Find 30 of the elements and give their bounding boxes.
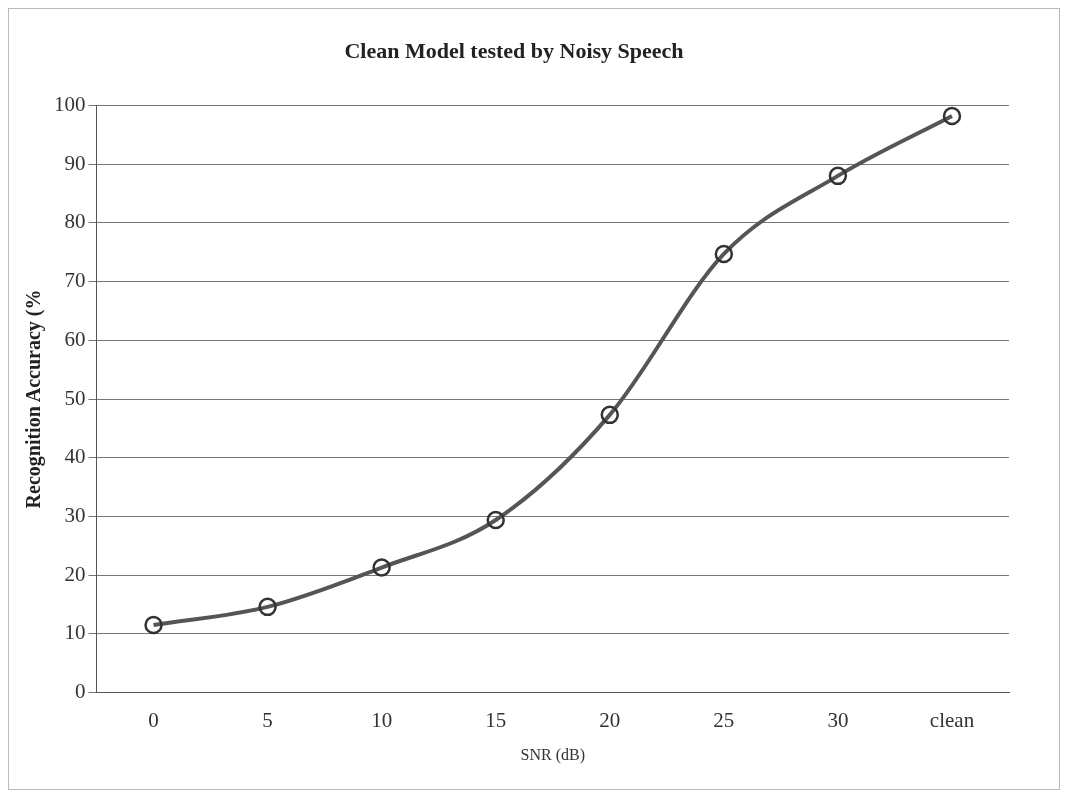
point [486,510,505,530]
x-tick-label: 25 [713,707,735,732]
point [714,244,734,264]
y-tick-label: 80 [64,209,86,234]
x-tick-label: 5 [262,707,273,732]
y-tick-label: 60 [64,326,86,351]
point [942,106,962,126]
y-tick-label: 100 [54,91,86,116]
x-tick-label: 10 [371,707,393,732]
y-tick-label: 40 [64,444,86,469]
y-tick-label: 0 [75,679,86,704]
x-tick-label: clean [929,707,975,732]
x-tick-label: 20 [599,707,621,732]
point [828,166,848,186]
point [372,558,391,577]
x-tick-label: 15 [485,707,507,732]
y-tick-label: 70 [64,268,86,293]
point [144,615,163,635]
y-tick-label: 90 [64,150,86,175]
point [600,405,620,425]
chart-title: Clean Model tested by Noisy Speech [344,37,684,63]
x-tick-label: 0 [148,707,159,732]
y-tick-label: 20 [64,561,86,586]
y-tick-label: 10 [64,620,86,645]
x-axis-title: SNR (dB) [520,745,585,764]
y-axis-title: Recognition Accuracy (% [22,289,46,509]
point [258,597,277,617]
y-tick-label: 50 [64,385,86,410]
y-tick-label: 30 [64,502,86,527]
x-tick-label: 30 [827,707,849,732]
